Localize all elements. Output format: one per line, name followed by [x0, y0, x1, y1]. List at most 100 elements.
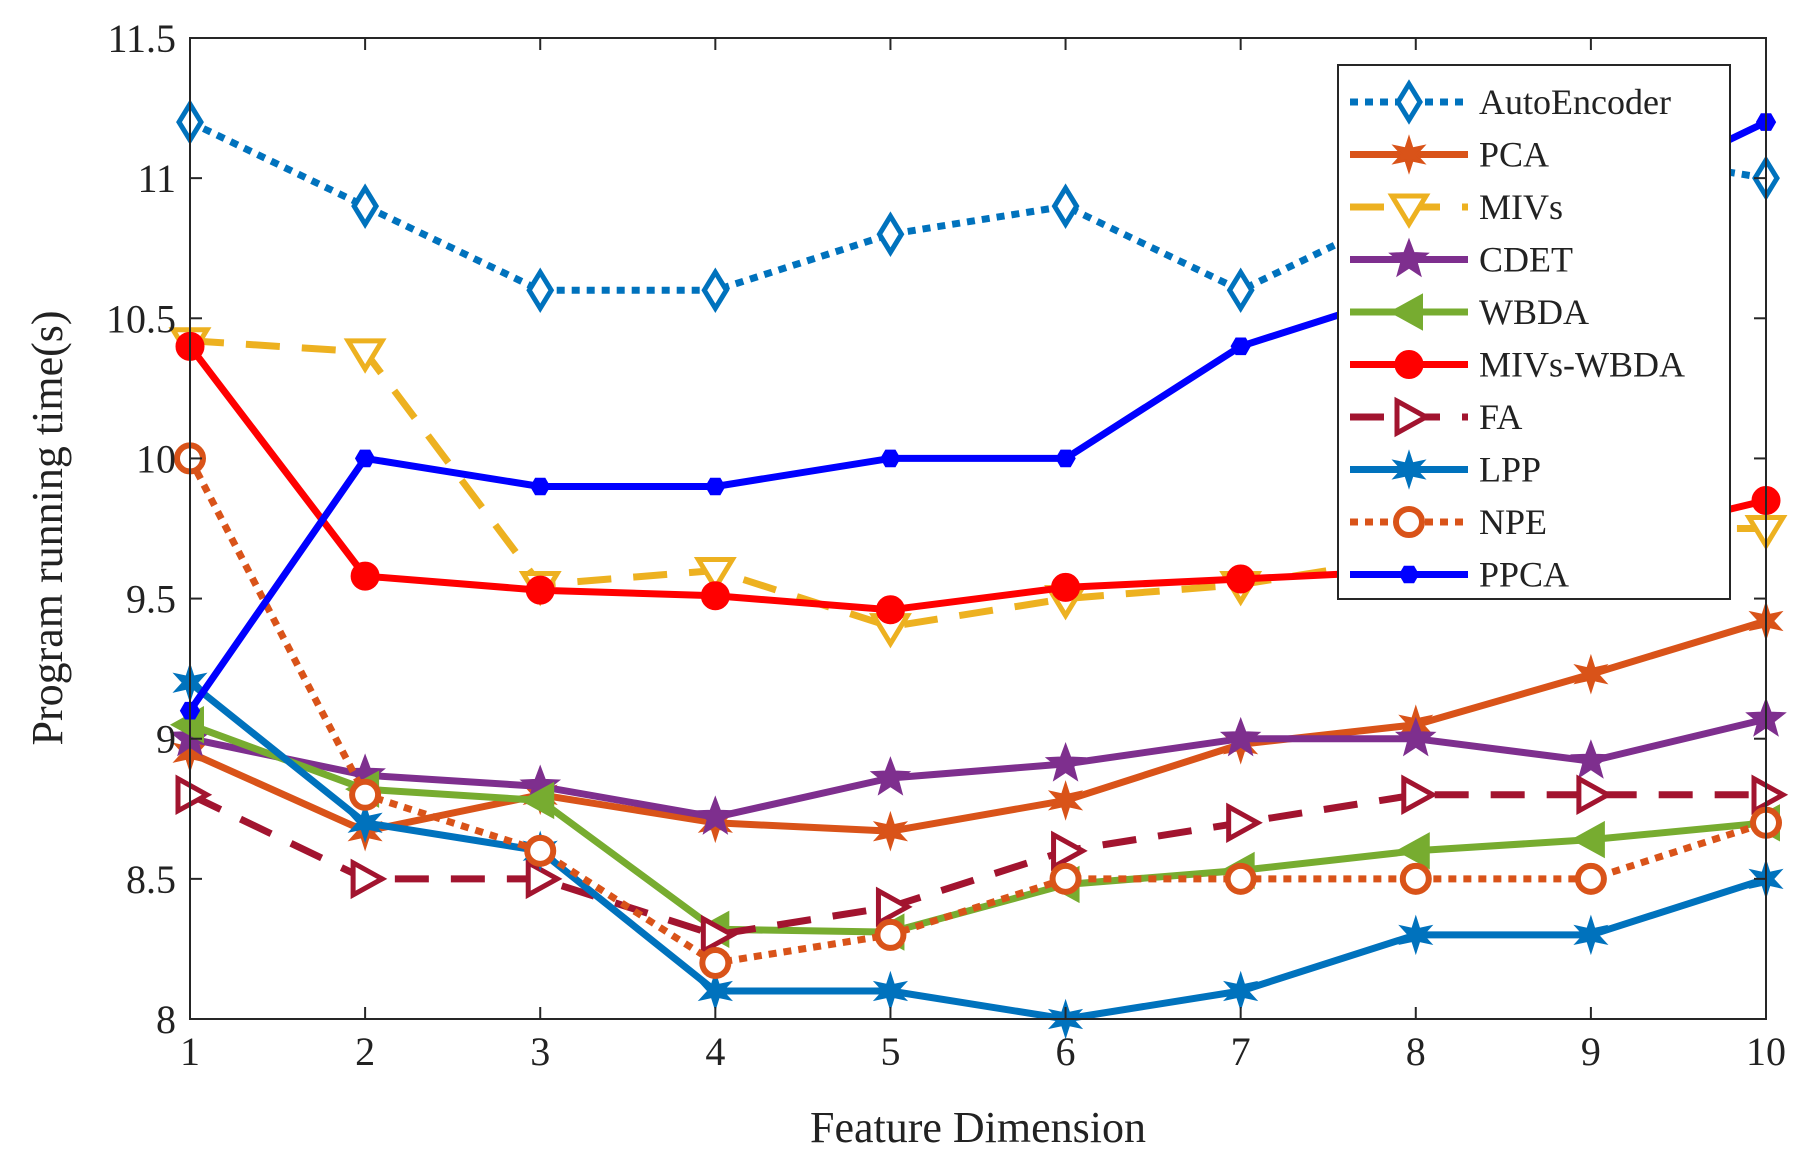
x-tick-label: 4: [705, 1029, 725, 1074]
series-line-cdet: [189, 715, 1767, 821]
data-point-wbda: [1395, 832, 1430, 870]
y-tick-label: 11.5: [107, 16, 176, 61]
x-tick-label: 10: [1746, 1029, 1786, 1074]
series-fa: [175, 774, 1789, 956]
legend-label: WBDA: [1479, 292, 1589, 332]
data-point-fa: [525, 858, 563, 900]
data-point-npe: [1574, 862, 1607, 895]
series-line-npe: [186, 456, 1768, 967]
data-point-npe: [874, 918, 907, 951]
data-point-fa: [1576, 774, 1614, 816]
data-point-lpp: [1573, 914, 1609, 956]
series-line-autoencoder: [188, 118, 1767, 294]
legend-label: AutoEncoder: [1479, 82, 1671, 122]
legend-label: PPCA: [1479, 555, 1569, 595]
data-point-autoencoder: [1226, 267, 1255, 314]
data-point-cdet: [1219, 716, 1262, 757]
data-point-cdet: [1394, 716, 1437, 757]
legend-item-npe: NPE: [1350, 502, 1547, 542]
data-point-npe: [699, 946, 732, 979]
legend-item-fa: FA: [1350, 396, 1522, 438]
data-point-npe: [1049, 862, 1082, 895]
ticks-layer: 1 2 3 4 5 6 7 8 9 10 8 8.5 9 9.5 10 10.5 11 11.5: [106, 16, 1786, 1074]
legend-marker: [1391, 449, 1427, 490]
x-tick-label: 9: [1581, 1029, 1601, 1074]
series-line-mivs: [189, 337, 1766, 631]
data-point-autoencoder: [876, 211, 905, 257]
data-point-mivs-wbda: [875, 595, 905, 625]
data-point-ppca: [1055, 449, 1076, 468]
data-point-wbda: [520, 781, 555, 820]
data-point-ppca: [530, 477, 551, 496]
legend-label: FA: [1479, 397, 1522, 437]
data-point-mivs: [693, 557, 737, 593]
data-point-autoencoder: [1051, 183, 1080, 229]
data-point-pca: [872, 810, 909, 852]
data-point-autoencoder: [351, 183, 380, 229]
data-point-cdet: [1570, 739, 1612, 779]
legend-marker: [1398, 565, 1420, 584]
legend-marker: [1394, 396, 1432, 438]
data-point-mivs: [343, 338, 387, 374]
x-tick-label: 6: [1056, 1029, 1076, 1074]
data-point-ppca: [354, 449, 376, 468]
legend-marker: [1388, 237, 1430, 278]
legend-item-autoencoder: AutoEncoder: [1350, 79, 1671, 125]
legend-label: PCA: [1479, 135, 1549, 175]
data-point-cdet: [1044, 742, 1087, 782]
data-point-fa: [175, 774, 213, 816]
data-point-mivs-wbda: [1226, 564, 1256, 594]
data-point-mivs-wbda: [700, 581, 730, 611]
data-point-ppca: [1230, 337, 1251, 356]
y-tick-label: 8: [156, 997, 176, 1042]
legend-marker: [1394, 350, 1424, 379]
legend-item-wbda: WBDA: [1350, 292, 1589, 332]
legend-marker: [1393, 506, 1425, 538]
legend-item-lpp: LPP: [1350, 449, 1541, 490]
legend-item-ppca: PPCA: [1350, 555, 1569, 595]
data-point-fa: [1401, 774, 1438, 816]
data-point-npe: [1224, 862, 1257, 895]
data-point-fa: [1751, 774, 1789, 816]
data-point-fa: [1226, 802, 1263, 844]
data-point-pca: [1573, 653, 1609, 695]
plot-frame: [189, 37, 1767, 1020]
data-point-mivs-wbda: [350, 561, 380, 591]
data-point-npe: [1399, 862, 1432, 895]
y-tick-label: 11: [137, 156, 176, 201]
y-tick-label: 8.5: [126, 857, 176, 902]
data-point-ppca: [880, 449, 901, 468]
data-point-lpp: [1398, 914, 1434, 956]
y-tick-label: 10.5: [106, 296, 176, 341]
series-line-fa: [188, 791, 1766, 939]
data-point-fa: [350, 858, 388, 900]
legend-item-cdet: CDET: [1350, 237, 1573, 280]
x-tick-label: 5: [880, 1029, 900, 1074]
data-point-mivs-wbda: [525, 575, 555, 605]
legend-label: CDET: [1479, 240, 1573, 280]
data-point-fa: [1051, 830, 1088, 872]
y-tick-label: 9.5: [126, 577, 176, 622]
data-point-autoencoder: [526, 267, 555, 314]
legend-label: MIVs: [1479, 187, 1563, 227]
legend-label: NPE: [1479, 502, 1547, 542]
legend-marker: [1387, 193, 1431, 229]
legend-label: LPP: [1479, 450, 1541, 490]
legend-item-mivs-wbda: MIVs-WBDA: [1350, 345, 1685, 385]
legend-marker: [1395, 79, 1423, 125]
series-line-pca: [188, 617, 1768, 835]
legend-item-pca: PCA: [1350, 134, 1549, 175]
x-axis-label: Feature Dimension: [810, 1103, 1146, 1152]
x-tick-label: 8: [1406, 1029, 1426, 1074]
y-tick-label: 9: [156, 717, 176, 762]
legend: AutoEncoder PCA MIVs CDET WBDA MIVs-WBDA FA LPP…: [1337, 64, 1731, 600]
data-point-cdet: [694, 795, 737, 835]
data-point-npe: [524, 834, 557, 867]
data-point-wbda: [1570, 820, 1605, 859]
legend-label: MIVs-WBDA: [1479, 345, 1685, 385]
series-line-lpp: [187, 679, 1768, 1023]
data-point-npe: [349, 778, 382, 811]
data-point-lpp: [347, 802, 383, 844]
legend-marker: [1391, 134, 1427, 175]
